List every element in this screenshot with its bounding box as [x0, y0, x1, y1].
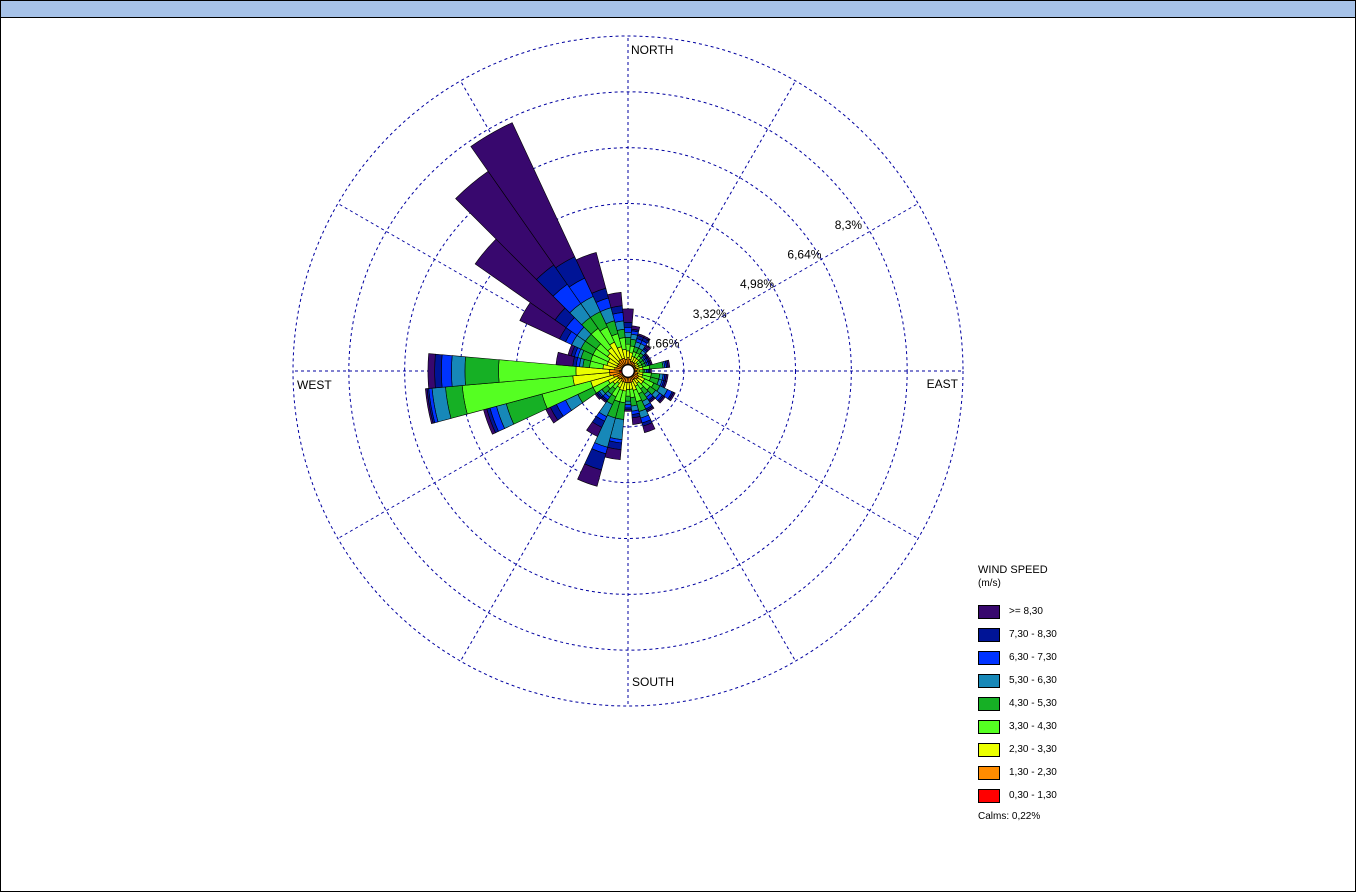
center-circle	[621, 364, 635, 378]
legend-swatch	[978, 650, 1000, 665]
legend-unit: (m/s)	[978, 578, 1001, 589]
petal-segment	[643, 335, 651, 342]
grid-spoke	[627, 370, 919, 539]
legend-row: 2,30 - 3,30	[978, 738, 1057, 761]
legend-entries: >= 8,30 7,30 - 8,30 6,30 - 7,30 5,30 - 6,30…	[978, 600, 1057, 807]
grid-ring	[348, 91, 908, 651]
legend: WIND SPEED (m/s) >= 8,30 7,30 - 8,30 6,30 …	[978, 564, 1057, 822]
ring-label: 6,64%	[787, 248, 821, 262]
petal-segment	[586, 421, 603, 437]
ring-label: 4,98%	[740, 277, 774, 291]
petal-segment	[623, 327, 633, 333]
direction-label-bg	[922, 376, 958, 391]
direction-label-bg	[629, 42, 673, 57]
legend-row: 3,30 - 4,30	[978, 715, 1057, 738]
legend-row: 6,30 - 7,30	[978, 646, 1057, 669]
grid-ring	[292, 35, 964, 707]
legend-label: 4,30 - 5,30	[1009, 698, 1057, 709]
petal-segment	[464, 356, 500, 386]
petal-segment	[624, 409, 632, 412]
petal-segment	[625, 395, 631, 402]
petal-segment	[425, 388, 434, 425]
petal-segment	[666, 359, 671, 368]
grid-spoke	[627, 203, 919, 372]
direction-label-bg	[630, 674, 674, 689]
petal-segment	[434, 353, 443, 389]
petal-segment	[623, 321, 633, 328]
legend-label: 7,30 - 8,30	[1009, 629, 1057, 640]
petal-segment	[643, 344, 651, 352]
legend-label: 6,30 - 7,30	[1009, 652, 1057, 663]
direction-label: WEST	[297, 378, 332, 392]
ring-label: 1,66%	[645, 336, 679, 350]
legend-swatch	[978, 627, 1000, 642]
legend-swatch	[978, 696, 1000, 711]
petal-segment	[649, 368, 652, 374]
legend-row: 7,30 - 8,30	[978, 623, 1057, 646]
petal-segment	[642, 422, 656, 434]
legend-swatch	[978, 719, 1000, 734]
legend-row: 0,30 - 1,30	[978, 784, 1057, 807]
petal-segment	[575, 252, 607, 294]
ring-label: 3,32%	[693, 307, 727, 321]
petal-segment	[470, 122, 576, 269]
calms-label: Calms: 0,22%	[978, 811, 1041, 822]
petal-segment	[604, 446, 622, 461]
petal-segment	[631, 416, 643, 425]
direction-label-bg	[295, 377, 331, 392]
petal-segment	[624, 400, 632, 405]
petal-segment	[441, 354, 453, 388]
petal-segment	[668, 391, 676, 402]
grid-spoke	[627, 370, 796, 662]
legend-swatch	[978, 604, 1000, 619]
legend-swatch	[978, 673, 1000, 688]
petal-segment	[624, 404, 632, 409]
legend-title: WIND SPEED	[978, 564, 1048, 576]
legend-row: 4,30 - 5,30	[978, 692, 1057, 715]
legend-row: 1,30 - 2,30	[978, 761, 1057, 784]
legend-label: 2,30 - 3,30	[1009, 744, 1057, 755]
window-title-bar	[1, 1, 1355, 18]
petal-segment	[555, 351, 575, 367]
direction-label: EAST	[927, 377, 959, 391]
petal-segment	[658, 395, 666, 404]
ring-label: 8,3%	[835, 218, 863, 232]
legend-row: >= 8,30	[978, 600, 1057, 623]
direction-label: SOUTH	[632, 675, 674, 689]
petal-segment	[607, 291, 623, 309]
grid-ring	[460, 203, 796, 539]
petal-segment	[624, 337, 632, 345]
legend-swatch	[978, 788, 1000, 803]
grid-spoke	[627, 80, 796, 372]
petal-segment	[427, 353, 436, 389]
petal-segment	[451, 355, 466, 387]
petal-segment	[577, 463, 602, 487]
petal-segment	[622, 308, 634, 323]
legend-label: >= 8,30	[1009, 606, 1043, 617]
legend-label: 5,30 - 6,30	[1009, 675, 1057, 686]
legend-label: 0,30 - 1,30	[1009, 790, 1057, 801]
direction-label: NORTH	[631, 43, 673, 57]
legend-swatch	[978, 742, 1000, 757]
petal-segment	[631, 325, 641, 331]
legend-label: 1,30 - 2,30	[1009, 767, 1057, 778]
legend-swatch	[978, 765, 1000, 780]
legend-label: 3,30 - 4,30	[1009, 721, 1057, 732]
legend-row: 5,30 - 6,30	[978, 669, 1057, 692]
petal-segment	[624, 332, 632, 338]
